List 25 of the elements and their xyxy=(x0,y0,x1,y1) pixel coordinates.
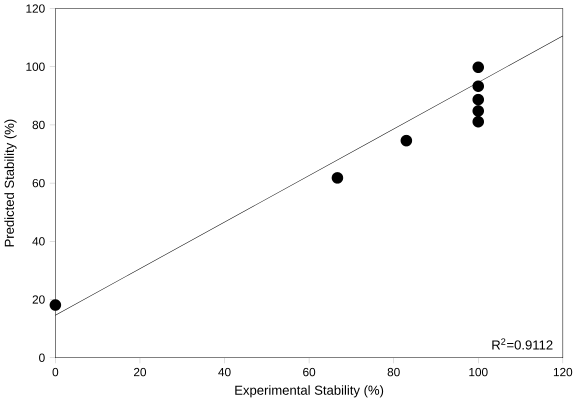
x-tick-label: 20 xyxy=(134,368,146,376)
point xyxy=(472,80,484,92)
y-tick-label: 100 xyxy=(26,62,45,71)
point xyxy=(472,105,484,117)
y-axis-title: Predicted Stability (%) xyxy=(4,120,17,246)
x-tick-label: 60 xyxy=(303,368,316,376)
y-tick-label: 20 xyxy=(32,295,45,304)
x-tick-label: 120 xyxy=(554,368,572,376)
point xyxy=(332,172,344,184)
annotation: R$^{2}$=0.9112 xyxy=(492,338,552,350)
point xyxy=(472,62,484,74)
point xyxy=(400,134,412,146)
y-tick-label: 120 xyxy=(26,4,45,13)
point xyxy=(50,299,62,311)
x-tick-label: 100 xyxy=(469,368,488,376)
x-axis-title: Experimental Stability (%) xyxy=(235,385,384,398)
x-tick-label: 80 xyxy=(388,368,400,376)
x-tick-label: 0 xyxy=(52,368,58,376)
point xyxy=(472,94,484,106)
x-tick-label: 40 xyxy=(218,368,231,376)
y-tick-label: 0 xyxy=(39,354,45,362)
point xyxy=(472,116,484,128)
y-tick-label: 80 xyxy=(32,120,45,130)
y-tick-label: 40 xyxy=(32,237,45,246)
y-tick-label: 60 xyxy=(32,179,45,188)
